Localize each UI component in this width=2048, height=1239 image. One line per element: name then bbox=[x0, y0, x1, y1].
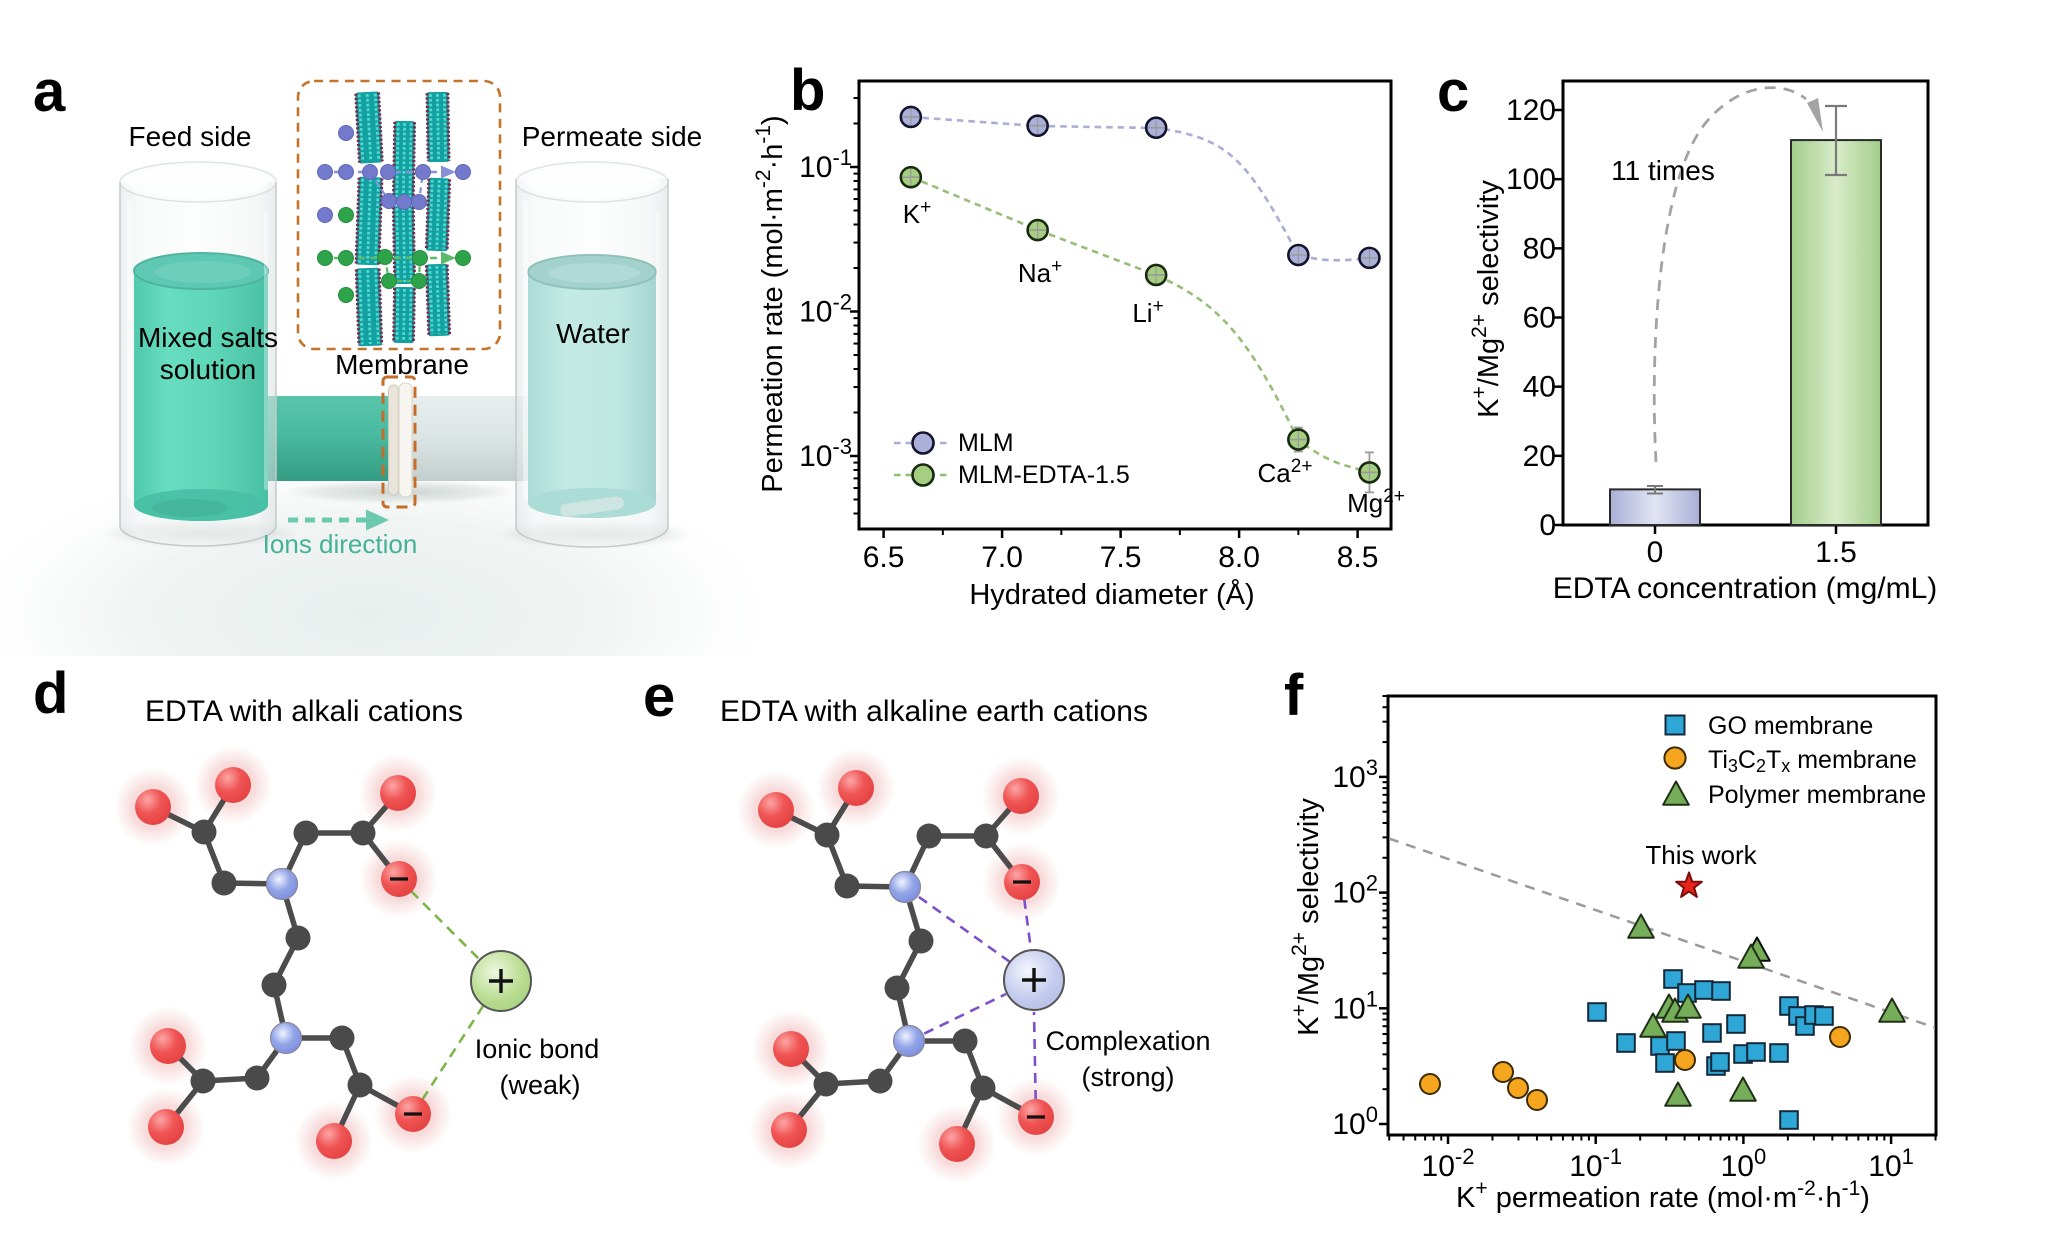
svg-text:EDTA with alkaline earth catio: EDTA with alkaline earth cations bbox=[720, 695, 1148, 728]
svg-text:7.5: 7.5 bbox=[1100, 541, 1142, 574]
svg-text:20: 20 bbox=[1523, 440, 1556, 473]
svg-text:0: 0 bbox=[1647, 536, 1664, 569]
svg-text:Water: Water bbox=[556, 318, 630, 349]
svg-text:10-1: 10-1 bbox=[799, 145, 852, 184]
svg-text:Polymer membrane: Polymer membrane bbox=[1708, 781, 1926, 809]
svg-text:Permeation rate (mol·m-2·h-1): Permeation rate (mol·m-2·h-1) bbox=[752, 115, 789, 492]
svg-text:7.0: 7.0 bbox=[981, 541, 1023, 574]
svg-text:100: 100 bbox=[1506, 163, 1556, 196]
svg-text:Ti3C2Tx membrane: Ti3C2Tx membrane bbox=[1708, 746, 1917, 776]
svg-text:Complexation: Complexation bbox=[1045, 1026, 1210, 1056]
svg-text:0: 0 bbox=[1539, 509, 1556, 542]
svg-text:c: c bbox=[1437, 59, 1469, 124]
svg-text:K+ permeation rate (mol·m-2·h-: K+ permeation rate (mol·m-2·h-1) bbox=[1456, 1177, 1870, 1214]
svg-text:40: 40 bbox=[1523, 371, 1556, 404]
svg-text:101: 101 bbox=[1868, 1144, 1914, 1183]
svg-text:Ions direction: Ions direction bbox=[263, 529, 418, 559]
svg-text:6.5: 6.5 bbox=[863, 541, 905, 574]
svg-text:d: d bbox=[33, 661, 68, 726]
svg-text:(weak): (weak) bbox=[499, 1070, 580, 1100]
svg-text:102: 102 bbox=[1332, 871, 1378, 910]
svg-text:K+/Mg2+ selectivity: K+/Mg2+ selectivity bbox=[1468, 180, 1505, 418]
svg-text:Permeate side: Permeate side bbox=[522, 121, 703, 152]
svg-text:100: 100 bbox=[1721, 1144, 1767, 1183]
svg-text:8.0: 8.0 bbox=[1218, 541, 1260, 574]
svg-text:10-1: 10-1 bbox=[1569, 1144, 1622, 1183]
svg-text:80: 80 bbox=[1523, 232, 1556, 265]
svg-text:This work: This work bbox=[1645, 840, 1757, 870]
svg-text:Mixed salts: Mixed salts bbox=[138, 322, 278, 353]
svg-text:60: 60 bbox=[1523, 302, 1556, 335]
svg-text:10-2: 10-2 bbox=[799, 290, 852, 329]
svg-text:Membrane: Membrane bbox=[335, 349, 469, 380]
svg-text:10-3: 10-3 bbox=[799, 434, 852, 473]
svg-text:Ionic bond: Ionic bond bbox=[475, 1034, 600, 1064]
svg-text:f: f bbox=[1284, 663, 1304, 728]
svg-text:10-2: 10-2 bbox=[1422, 1144, 1475, 1183]
svg-text:K+: K+ bbox=[903, 197, 931, 229]
svg-text:EDTA with alkali cations: EDTA with alkali cations bbox=[145, 695, 463, 728]
svg-text:101: 101 bbox=[1332, 986, 1378, 1025]
svg-text:(strong): (strong) bbox=[1081, 1062, 1174, 1092]
svg-text:MLM: MLM bbox=[958, 429, 1014, 457]
svg-text:K+/Mg2+ selectivity: K+/Mg2+ selectivity bbox=[1288, 798, 1325, 1036]
svg-text:Na+: Na+ bbox=[1018, 256, 1062, 288]
svg-text:Hydrated diameter (Å): Hydrated diameter (Å) bbox=[969, 578, 1254, 611]
svg-text:Feed side: Feed side bbox=[129, 121, 252, 152]
svg-text:GO membrane: GO membrane bbox=[1708, 712, 1873, 740]
svg-text:EDTA concentration (mg/mL): EDTA concentration (mg/mL) bbox=[1553, 572, 1938, 605]
svg-text:Li+: Li+ bbox=[1132, 296, 1163, 328]
svg-text:8.5: 8.5 bbox=[1337, 541, 1379, 574]
svg-text:Ca2+: Ca2+ bbox=[1258, 456, 1313, 488]
svg-text:103: 103 bbox=[1332, 755, 1378, 794]
svg-text:120: 120 bbox=[1506, 94, 1556, 127]
svg-text:a: a bbox=[33, 59, 66, 124]
svg-text:11 times: 11 times bbox=[1611, 155, 1715, 186]
svg-text:100: 100 bbox=[1332, 1102, 1378, 1141]
svg-text:MLM-EDTA-1.5: MLM-EDTA-1.5 bbox=[958, 461, 1130, 489]
svg-text:b: b bbox=[790, 58, 825, 123]
svg-text:e: e bbox=[643, 664, 675, 729]
svg-text:Mg2+: Mg2+ bbox=[1347, 486, 1405, 518]
svg-text:1.5: 1.5 bbox=[1815, 536, 1857, 569]
svg-text:solution: solution bbox=[160, 354, 257, 385]
